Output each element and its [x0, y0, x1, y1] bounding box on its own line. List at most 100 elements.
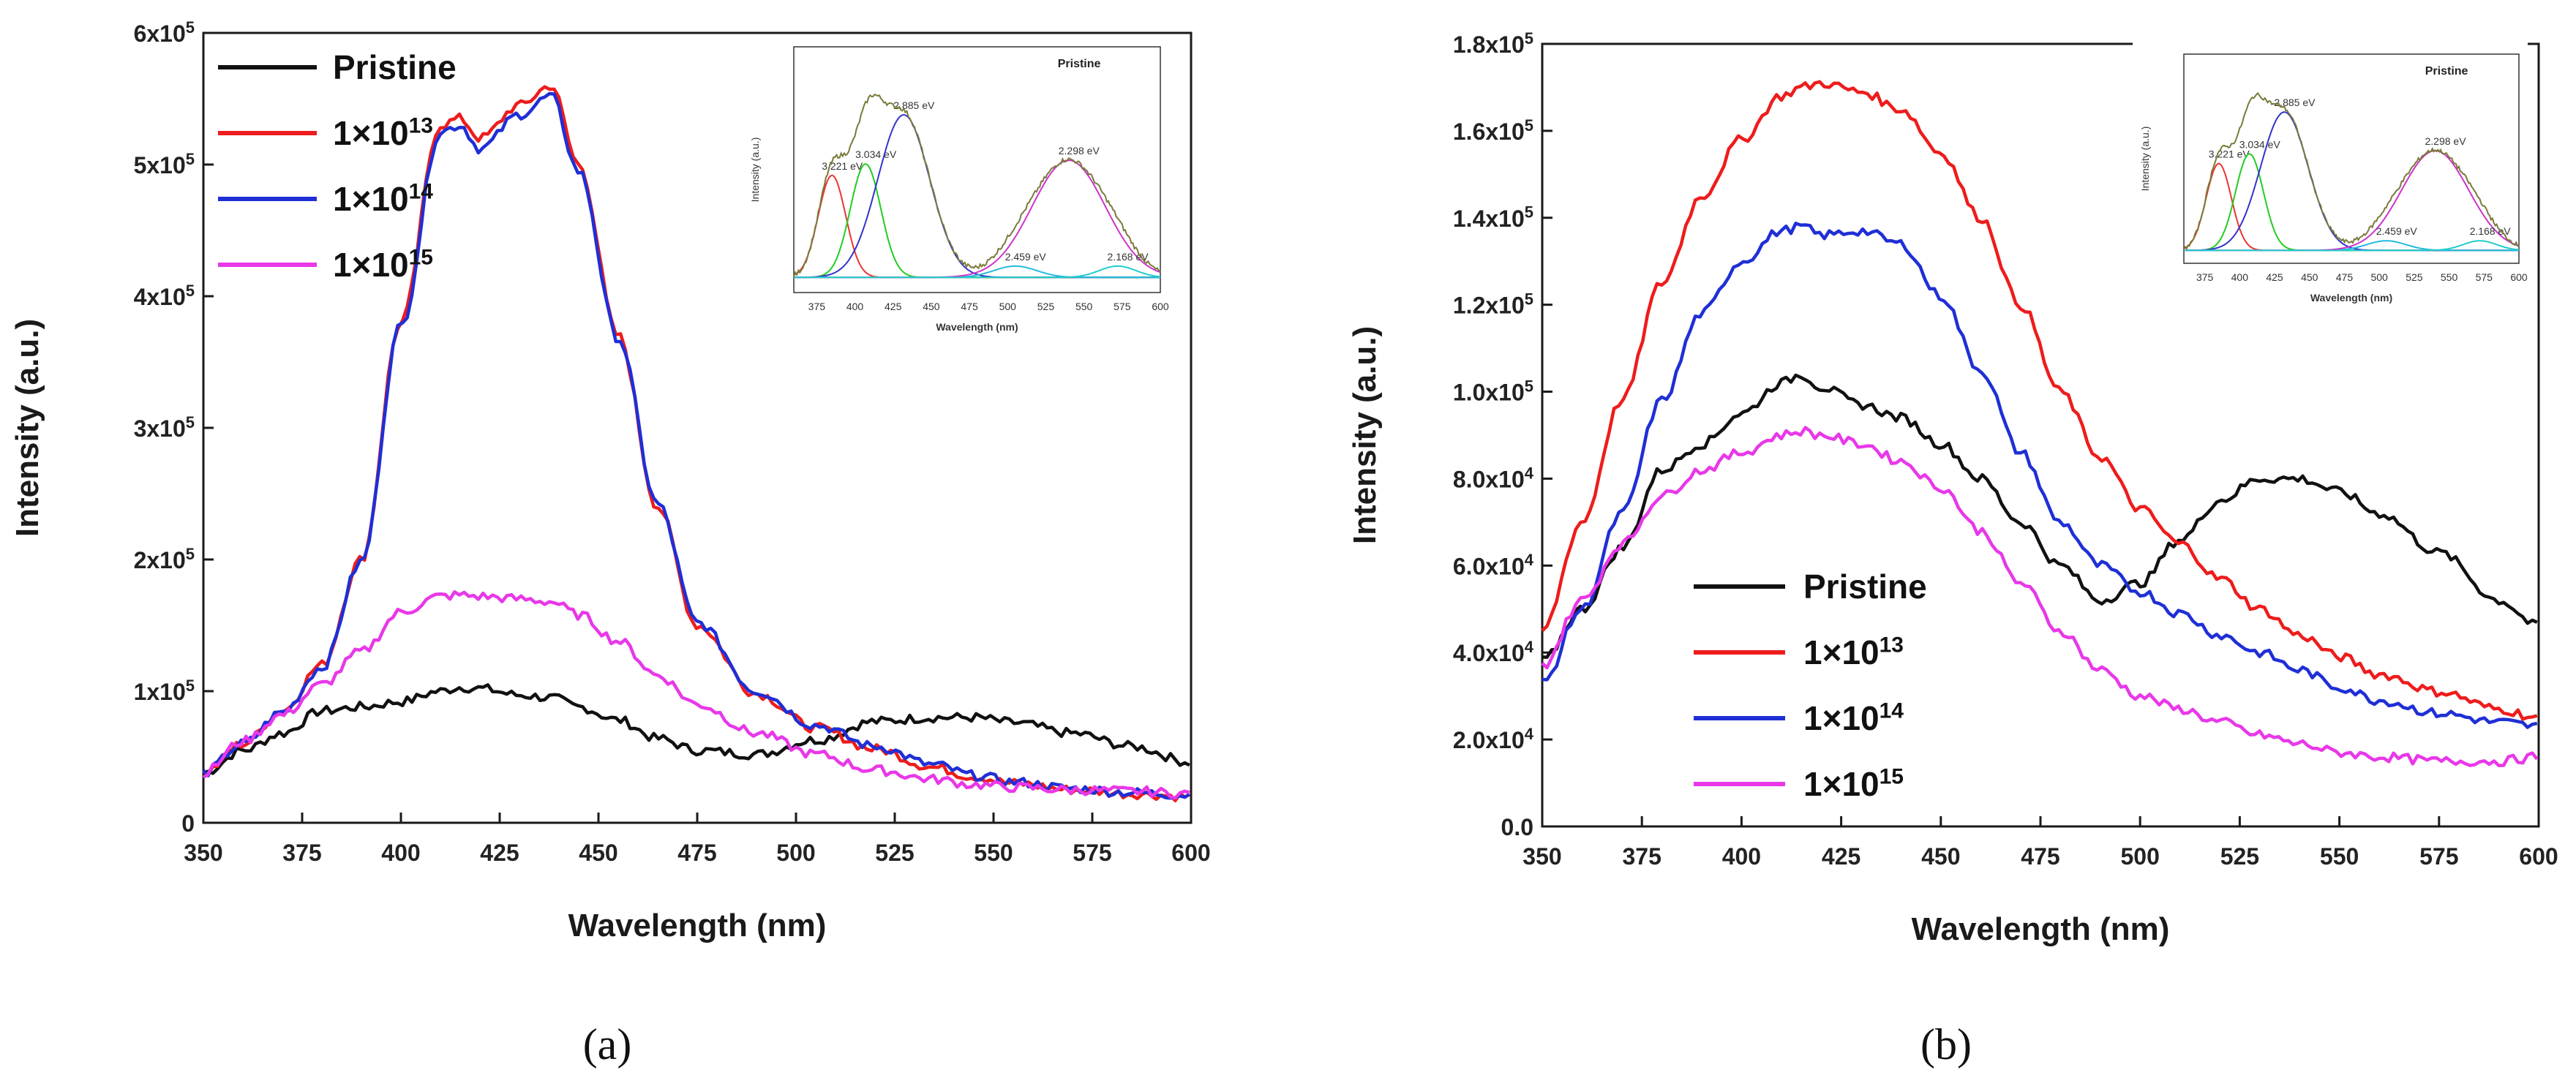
- x-tick-label: 375: [282, 840, 321, 866]
- inset-frame: [793, 46, 1161, 293]
- y-tick-label: 5x105: [134, 150, 195, 178]
- inset-x-tick-label: 475: [961, 301, 978, 312]
- x-tick-label: 600: [2519, 843, 2558, 870]
- legend-entry-label: 1×1015: [1803, 765, 1904, 804]
- series-line-0: [1542, 373, 2538, 659]
- series-line-2: [1542, 222, 2538, 729]
- x-tick-label: 450: [579, 840, 617, 866]
- y-tick-label: 1.2x105: [1453, 290, 1533, 319]
- y-tick-label: 1.8x105: [1453, 29, 1533, 58]
- inset-x-tick-label: 600: [1152, 301, 1169, 312]
- inset-y-axis-label: Intensity (a.u.): [749, 137, 761, 203]
- legend-entry-label: 1×1013: [1803, 633, 1904, 672]
- inset-deconvolution-plot: 375 400 425 450 475 500 525 550 575 600 Wavelength…: [2133, 42, 2528, 314]
- x-tick-label: 475: [2021, 843, 2059, 870]
- x-tick-label: 525: [2220, 843, 2259, 870]
- inset-deconvolution-plot: 375 400 425 450 475 500 525 550 575 600 Wavelength…: [743, 35, 1169, 344]
- inset-x-tick-label: 600: [2510, 271, 2528, 283]
- inset-x-tick-label: 425: [2266, 271, 2283, 283]
- series-line-3: [1541, 426, 2539, 767]
- panel-label: (a): [583, 1020, 632, 1069]
- inset-title: Pristine: [2425, 65, 2468, 78]
- inset-x-tick-label: 525: [2406, 271, 2423, 283]
- inset-x-tick-label: 400: [846, 301, 864, 312]
- inset-frame: [2183, 53, 2520, 264]
- inset-x-tick-label: 475: [2336, 271, 2354, 283]
- inset-peak-label: 2.298 eV: [1059, 145, 1100, 157]
- y-tick-label: 2.0x104: [1453, 725, 1534, 753]
- inset-x-tick-label: 400: [2231, 271, 2249, 283]
- y-tick-label: 0: [181, 810, 195, 837]
- legend-entry-label: Pristine: [333, 48, 457, 86]
- inset-y-axis-label: Intensity (a.u.): [2139, 127, 2151, 192]
- y-tick-label: 4x105: [134, 282, 195, 310]
- inset-x-tick-label: 375: [808, 301, 826, 312]
- inset-x-tick-label: 500: [2370, 271, 2388, 283]
- y-tick-label: 3x105: [134, 413, 195, 442]
- chart-panel-b: 350 375 400 425 450 475 500 525 550 575 600 0.0 2.0x…: [1347, 29, 2558, 947]
- x-tick-label: 550: [2320, 843, 2359, 870]
- series-line-3: [202, 590, 1190, 800]
- inset-peak-5: [2184, 240, 2520, 252]
- inset-peak-label: 2.298 eV: [2425, 135, 2467, 147]
- inset-peak-label: 3.034 eV: [2239, 138, 2281, 150]
- legend-entry-label: 1×1015: [333, 246, 433, 285]
- inset-x-tick-label: 550: [2441, 271, 2458, 283]
- x-tick-label: 500: [2121, 843, 2160, 870]
- inset-x-axis-label: Wavelength (nm): [936, 321, 1018, 333]
- y-axis-label: Intensity (a.u.): [10, 319, 45, 537]
- legend-entry-label: 1×1013: [333, 114, 433, 153]
- inset-peak-label: 3.034 eV: [855, 148, 897, 160]
- x-tick-label: 425: [480, 840, 519, 866]
- x-axis-label: Wavelength (nm): [1912, 911, 2170, 947]
- inset-x-tick-label: 425: [885, 301, 902, 312]
- panel-label: (b): [1920, 1020, 1972, 1069]
- x-tick-label: 400: [1722, 843, 1761, 870]
- x-tick-label: 375: [1623, 843, 1661, 870]
- x-axis-label: Wavelength (nm): [568, 908, 827, 943]
- inset-peak-5: [794, 265, 1161, 279]
- inset-peak-label: 2.459 eV: [1005, 251, 1047, 263]
- x-tick-label: 350: [1522, 843, 1561, 870]
- inset-sum-curve: [793, 94, 1161, 277]
- x-tick-label: 400: [381, 840, 420, 866]
- legend-entry-label: Pristine: [1803, 568, 1927, 606]
- inset-peak-label: 3.221 eV: [822, 160, 863, 172]
- y-tick-label: 8.0x104: [1453, 464, 1534, 492]
- inset-x-tick-label: 450: [2301, 271, 2318, 283]
- x-tick-label: 550: [974, 840, 1013, 866]
- series-line-0: [203, 683, 1190, 775]
- y-tick-label: 6x105: [134, 18, 195, 47]
- x-tick-label: 475: [677, 840, 716, 866]
- inset-x-tick-label: 525: [1037, 301, 1055, 312]
- y-tick-label: 4.0x104: [1453, 638, 1534, 666]
- y-tick-label: 1.0x105: [1453, 377, 1533, 405]
- chart-panel-a: 350 375 400 425 450 475 500 525 550 575 600 0 1x105 2…: [10, 18, 1211, 943]
- x-tick-label: 500: [776, 840, 815, 866]
- y-tick-label: 6.0x104: [1453, 551, 1534, 579]
- y-axis-label: Intensity (a.u.): [1347, 326, 1383, 544]
- x-tick-label: 525: [875, 840, 914, 866]
- inset-title: Pristine: [1058, 58, 1101, 70]
- inset-x-tick-label: 550: [1075, 301, 1093, 312]
- y-tick-label: 1x105: [134, 677, 195, 705]
- y-tick-label: 0.0: [1501, 814, 1533, 840]
- inset-peak-label: 2.168 eV: [2470, 225, 2512, 237]
- x-tick-label: 600: [1171, 840, 1210, 866]
- inset-x-axis-label: Wavelength (nm): [2310, 292, 2392, 304]
- y-tick-label: 1.6x105: [1453, 116, 1533, 145]
- y-tick-label: 1.4x105: [1453, 203, 1533, 232]
- x-tick-label: 575: [2419, 843, 2458, 870]
- inset-peak-label: 2.459 eV: [2376, 225, 2418, 237]
- inset-x-tick-label: 500: [999, 301, 1017, 312]
- inset-peak-label: 2.168 eV: [1108, 251, 1149, 263]
- legend-entry-label: 1×1014: [333, 180, 433, 219]
- inset-x-tick-label: 575: [1114, 301, 1131, 312]
- x-tick-label: 425: [1822, 843, 1860, 870]
- x-tick-label: 450: [1921, 843, 1960, 870]
- y-tick-label: 2x105: [134, 545, 195, 573]
- series-line-1: [1541, 80, 2538, 721]
- inset-sum-curve: [2183, 91, 2520, 251]
- inset-x-tick-label: 450: [923, 301, 940, 312]
